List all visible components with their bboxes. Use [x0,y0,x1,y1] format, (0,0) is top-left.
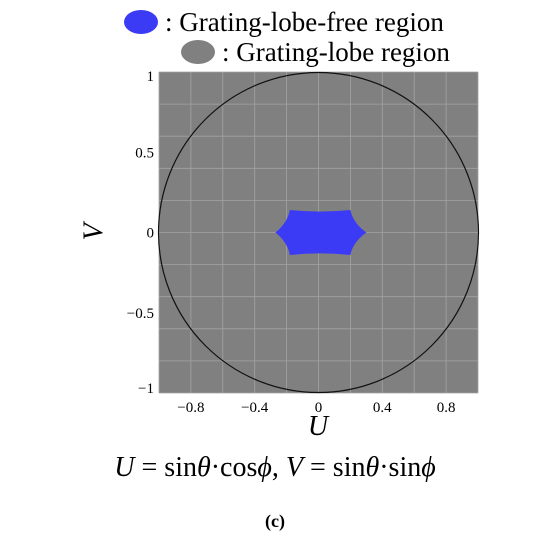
formula-v-expr: = sin [303,452,366,483]
grating-lobe-free-region [275,210,367,255]
formula: U = sinθ·cosϕ, V = sinθ·sinϕ [0,452,550,484]
plot-area [157,71,480,394]
formula-separator: , [271,452,286,483]
y-tick-label: 0 [147,226,155,242]
formula-v-expr-2: ·sin [379,452,422,483]
formula-theta-2: θ [365,452,380,483]
x-tick-label: 0 [315,400,323,416]
legend-region-label: : Grating-lobe region [222,37,450,67]
x-tick-label: −0.8 [177,400,204,416]
x-tick-label: 0.4 [373,400,392,416]
x-tick-label: −0.4 [241,400,269,416]
legend-region-marker [181,40,215,64]
formula-u-expr: = sin [134,452,197,483]
legend: : Grating-lobe-free region : Grating-lob… [124,7,450,67]
y-tick-label: 0.5 [135,145,154,161]
y-tick-label: −1 [138,381,154,397]
unit-circle [157,71,480,394]
x-tick-labels: −0.8 −0.4 0 0.4 0.8 [177,400,455,416]
legend-free-label: : Grating-lobe-free region [165,7,444,37]
y-tick-label: −0.5 [127,306,154,322]
legend-free-marker [124,10,158,34]
formula-phi-2: ϕ [421,452,436,483]
y-tick-labels: 1 0.5 0 −0.5 −1 [127,69,154,397]
x-tick-label: 0.8 [437,400,456,416]
formula-u: U [114,452,135,483]
formula-v: V [285,452,303,483]
formula-u-expr-2: ·cos [210,452,258,483]
figure-caption: (c) [265,511,285,531]
formula-phi-1: ϕ [257,452,272,483]
x-axis-title: U [308,411,330,442]
formula-theta-1: θ [196,452,211,483]
y-axis-title: V [78,221,109,241]
y-tick-label: 1 [147,69,155,85]
